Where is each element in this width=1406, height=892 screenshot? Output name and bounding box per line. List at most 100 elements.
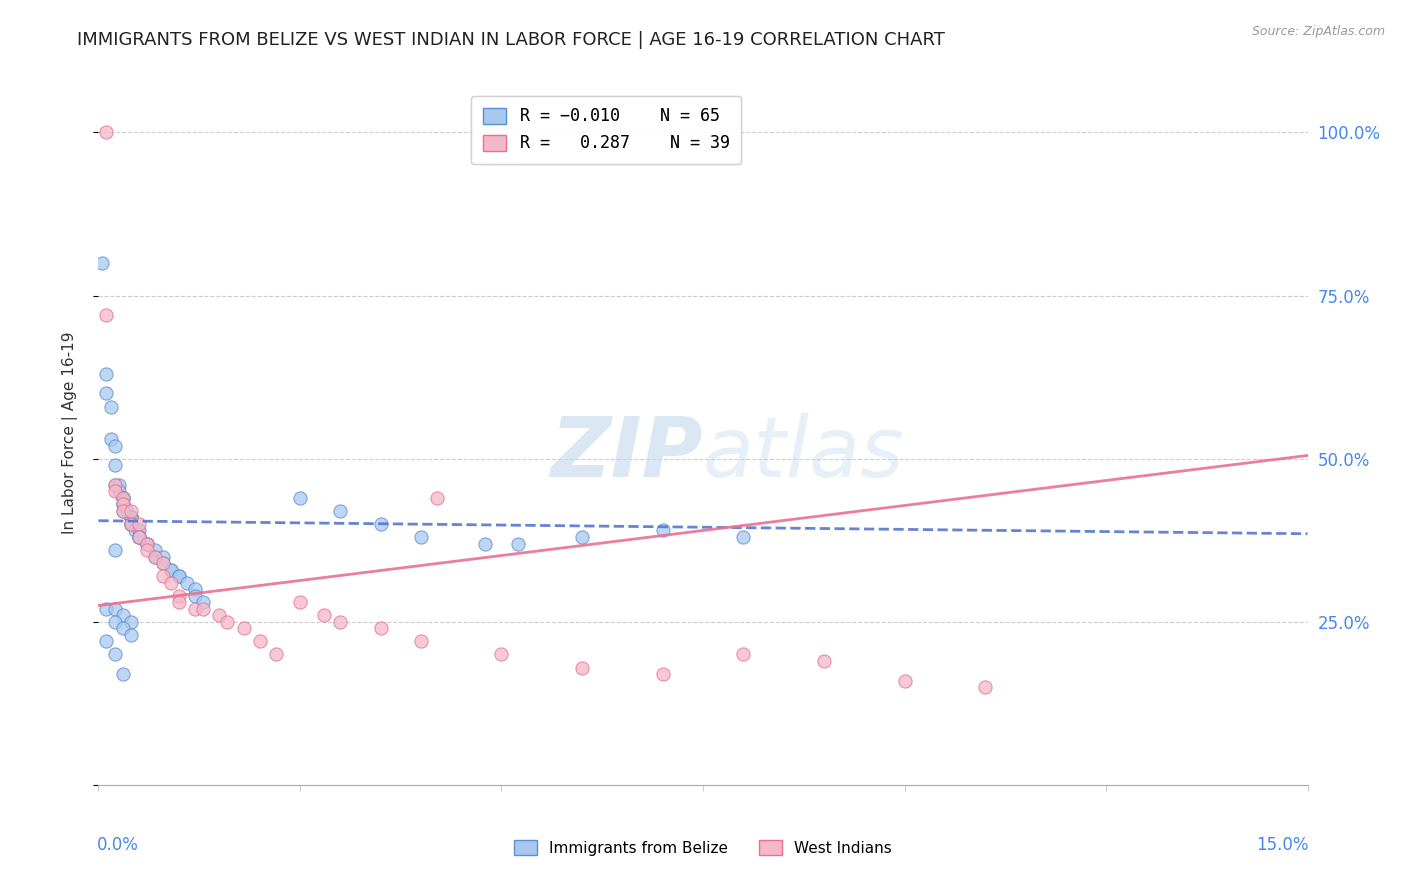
Text: atlas: atlas bbox=[703, 413, 904, 494]
Point bbox=[91, 256, 114, 270]
Point bbox=[571, 660, 593, 674]
Point bbox=[103, 439, 125, 453]
Point bbox=[208, 608, 231, 623]
Point bbox=[128, 530, 150, 544]
Point bbox=[111, 491, 134, 505]
Point bbox=[176, 575, 198, 590]
Point bbox=[111, 491, 134, 505]
Point bbox=[160, 563, 183, 577]
Point bbox=[409, 530, 432, 544]
Point bbox=[152, 556, 174, 570]
Point bbox=[111, 497, 134, 511]
Point bbox=[100, 432, 122, 446]
Point bbox=[893, 673, 915, 688]
Point bbox=[103, 478, 125, 492]
Text: ZIP: ZIP bbox=[550, 413, 703, 494]
Point bbox=[120, 510, 142, 524]
Text: Source: ZipAtlas.com: Source: ZipAtlas.com bbox=[1251, 25, 1385, 38]
Point bbox=[733, 648, 755, 662]
Text: IMMIGRANTS FROM BELIZE VS WEST INDIAN IN LABOR FORCE | AGE 16-19 CORRELATION CHA: IMMIGRANTS FROM BELIZE VS WEST INDIAN IN… bbox=[77, 31, 945, 49]
Point bbox=[184, 582, 207, 597]
Point bbox=[167, 589, 190, 603]
Point bbox=[120, 516, 142, 531]
Point bbox=[120, 516, 142, 531]
Point bbox=[135, 536, 157, 550]
Point bbox=[128, 516, 150, 531]
Point bbox=[506, 536, 529, 550]
Point bbox=[111, 497, 134, 511]
Point bbox=[152, 556, 174, 570]
Point bbox=[128, 524, 150, 538]
Point bbox=[651, 667, 673, 681]
Point bbox=[96, 367, 118, 381]
Point bbox=[193, 595, 215, 609]
Point bbox=[124, 524, 146, 538]
Point bbox=[974, 680, 997, 694]
Point bbox=[120, 628, 142, 642]
Point bbox=[96, 634, 118, 648]
Point bbox=[103, 602, 125, 616]
Point bbox=[143, 549, 166, 564]
Point bbox=[651, 524, 673, 538]
Point bbox=[152, 549, 174, 564]
Point bbox=[160, 563, 183, 577]
Point bbox=[264, 648, 287, 662]
Point bbox=[120, 504, 142, 518]
Point bbox=[107, 484, 129, 499]
Point bbox=[128, 530, 150, 544]
Point bbox=[120, 516, 142, 531]
Legend: Immigrants from Belize, West Indians: Immigrants from Belize, West Indians bbox=[508, 834, 898, 862]
Point bbox=[167, 569, 190, 583]
Point bbox=[103, 458, 125, 473]
Legend: R = −0.010    N = 65, R =   0.287    N = 39: R = −0.010 N = 65, R = 0.287 N = 39 bbox=[471, 95, 741, 164]
Point bbox=[426, 491, 449, 505]
Point bbox=[167, 595, 190, 609]
Point bbox=[135, 536, 157, 550]
Point bbox=[193, 602, 215, 616]
Point bbox=[314, 608, 336, 623]
Point bbox=[474, 536, 496, 550]
Point bbox=[103, 484, 125, 499]
Point bbox=[100, 400, 122, 414]
Point bbox=[329, 615, 352, 629]
Point bbox=[288, 595, 311, 609]
Point bbox=[103, 543, 125, 558]
Point bbox=[120, 510, 142, 524]
Point bbox=[152, 569, 174, 583]
Point bbox=[115, 504, 138, 518]
Point bbox=[491, 648, 513, 662]
Point bbox=[135, 536, 157, 550]
Point bbox=[111, 504, 134, 518]
Point bbox=[120, 510, 142, 524]
Point bbox=[96, 126, 118, 140]
Point bbox=[120, 510, 142, 524]
Point bbox=[409, 634, 432, 648]
Point bbox=[103, 615, 125, 629]
Point bbox=[120, 615, 142, 629]
Point bbox=[111, 621, 134, 635]
Point bbox=[107, 478, 129, 492]
Point bbox=[288, 491, 311, 505]
Point bbox=[329, 504, 352, 518]
Point bbox=[143, 543, 166, 558]
Point bbox=[167, 569, 190, 583]
Point bbox=[232, 621, 254, 635]
Point bbox=[143, 549, 166, 564]
Point bbox=[571, 530, 593, 544]
Point bbox=[128, 530, 150, 544]
Point bbox=[184, 602, 207, 616]
Point bbox=[111, 504, 134, 518]
Point bbox=[128, 530, 150, 544]
Point bbox=[111, 491, 134, 505]
Point bbox=[120, 516, 142, 531]
Point bbox=[135, 536, 157, 550]
Point bbox=[135, 543, 157, 558]
Point bbox=[96, 386, 118, 401]
Point bbox=[128, 530, 150, 544]
Point bbox=[184, 589, 207, 603]
Point bbox=[103, 478, 125, 492]
Point bbox=[813, 654, 835, 668]
Point bbox=[111, 608, 134, 623]
Point bbox=[733, 530, 755, 544]
Point bbox=[96, 308, 118, 322]
